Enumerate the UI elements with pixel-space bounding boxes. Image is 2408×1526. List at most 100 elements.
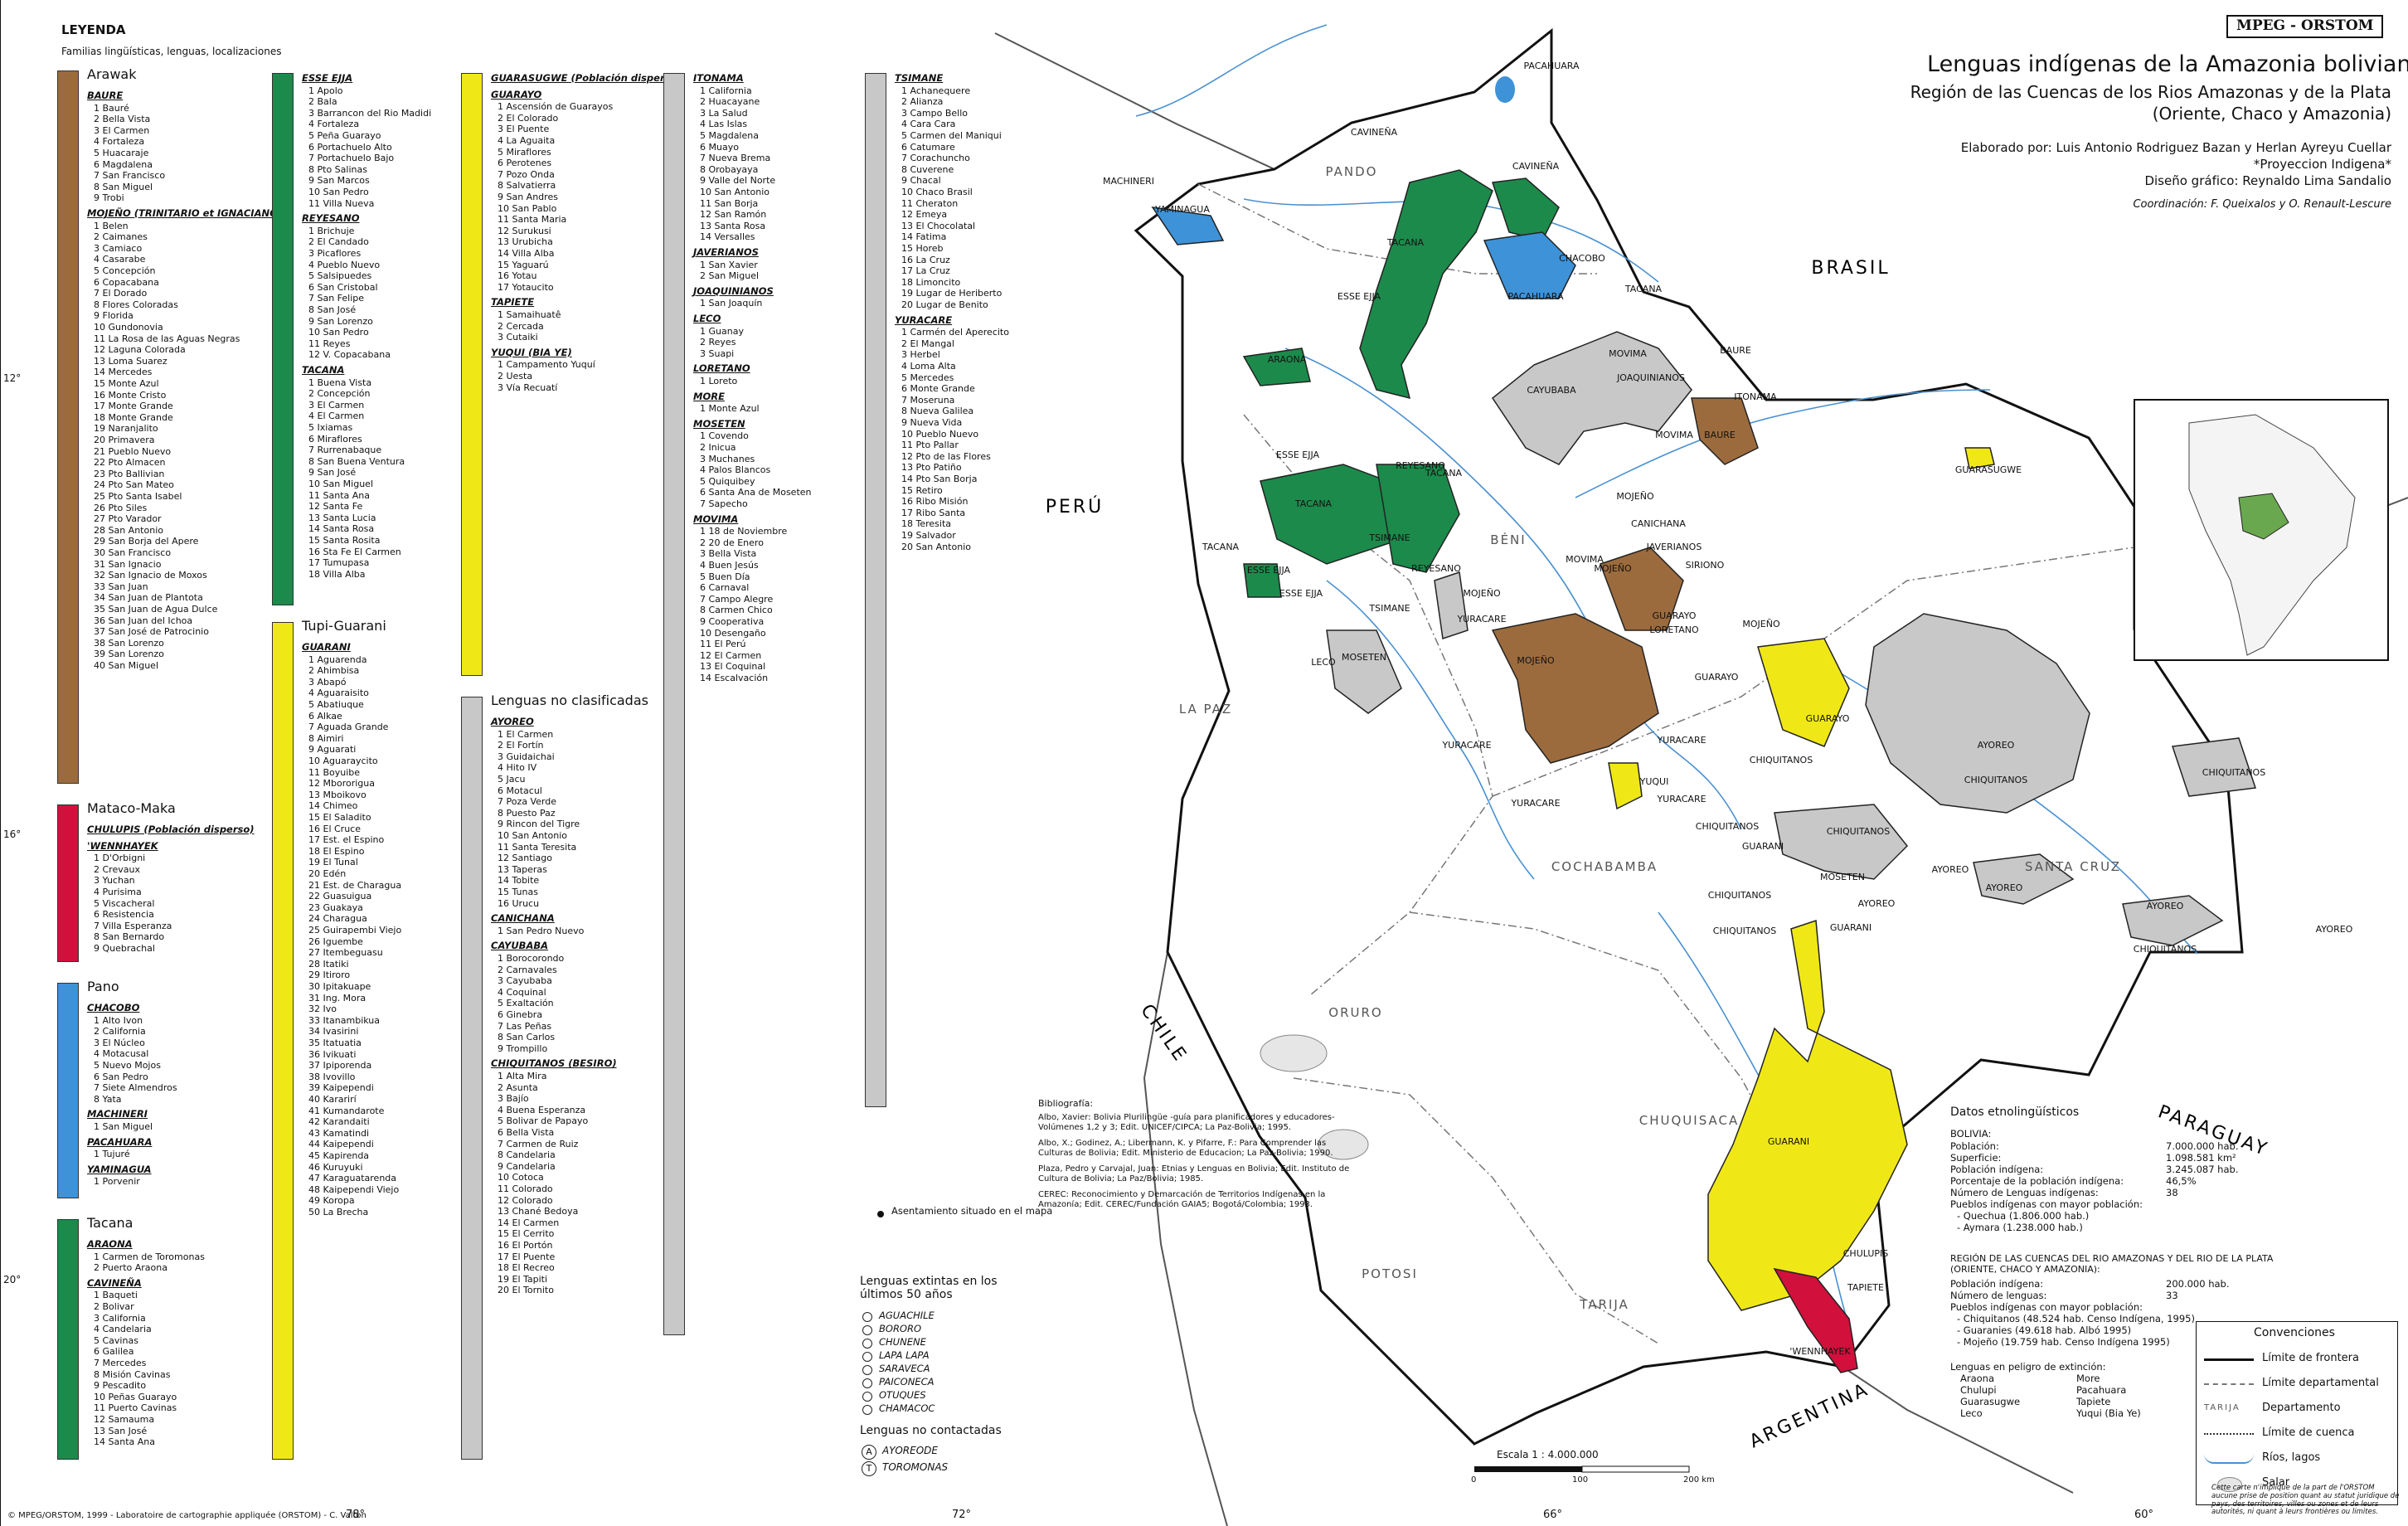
settlement: 13 San José — [94, 1425, 148, 1436]
settlement: 8 San José — [308, 304, 357, 315]
uncontacted-title: Lenguas no contactadas — [860, 1424, 1002, 1437]
endangered-language: Tapiete — [2076, 1396, 2111, 1407]
language-name: CHIQUITANOS (BESIRO) — [491, 1057, 617, 1070]
language-name: AYOREO — [491, 716, 534, 727]
settlement: 4 Casarabe — [94, 254, 146, 265]
settlement: 1 San Pedro Nuevo — [498, 925, 585, 936]
longitude-label: 66° — [1543, 1509, 1563, 1521]
settlement: 2 El Colorado — [498, 112, 559, 124]
settlement: 11 Pto Pallar — [901, 440, 959, 451]
settlement: 2 Uesta — [498, 371, 533, 382]
bibliography-entry: CEREC: Reconocimiento y Demarcación de T… — [1038, 1190, 1326, 1209]
settlement: 1 Borocorondo — [498, 953, 565, 964]
family-name: Pano — [87, 979, 119, 994]
settlement: 1 Achanequere — [901, 85, 971, 96]
language-name: LORETANO — [693, 362, 750, 375]
language-label: CHIQUITANOS — [1696, 821, 1759, 832]
settlement: 7 Sapecho — [700, 498, 748, 509]
settlement: 15 Santa Rosita — [308, 535, 381, 546]
language-label: ESSE EJJA — [1338, 291, 1381, 302]
extinct-language: OTUQUES — [879, 1389, 926, 1401]
settlement: 19 Salvador — [901, 530, 956, 541]
family-color-bar — [57, 983, 79, 1198]
settlement: 49 Koropa — [308, 1195, 355, 1207]
endangered-language: Yuqui (Bia Ye) — [2076, 1407, 2141, 1419]
country-label: BRASIL — [1811, 258, 1890, 279]
convention-label: Límite de cuenca — [2262, 1426, 2355, 1439]
language-name: CHULUPIS (Población disperso) — [87, 824, 255, 835]
endangered-language: Chulupi — [1960, 1384, 1997, 1396]
settlement: 4 Loma Alta — [901, 361, 956, 372]
settlement: 18 Limoncito — [901, 276, 961, 288]
settlement: 16 Urucu — [498, 897, 540, 909]
settlement: 7 Pozo Onda — [498, 168, 555, 180]
settlement: 9 Trobi — [94, 192, 124, 204]
language-label: ESSE EJJA — [1279, 588, 1323, 599]
settlement: 28 San Antonio — [94, 524, 163, 536]
extinct-symbol — [862, 1312, 872, 1322]
settlement: 16 Yotau — [498, 270, 537, 282]
settlement: 4 Purisima — [94, 887, 142, 897]
settlement: 4 Pueblo Nuevo — [308, 259, 381, 270]
settlement: 15 Horeb — [901, 243, 944, 254]
uncontacted-language: TOROMONAS — [882, 1461, 949, 1473]
endangered-language: Leco — [1960, 1407, 1983, 1419]
language-label: ITONAMA — [1734, 391, 1777, 402]
language-label: YAMINAGUA — [1154, 204, 1210, 215]
settlement: 7 Siete Almendros — [94, 1082, 177, 1094]
settlement: 2 Asunta — [498, 1081, 538, 1093]
family-name: Tacana — [87, 1215, 134, 1231]
language-name: MOJEÑO (TRINITARIO et IGNACIANO) — [87, 207, 283, 219]
settlement: 14 El Carmen — [498, 1217, 560, 1228]
stats-item: - Chiquitanos (48.524 hab. Censo Indígen… — [1957, 1313, 2195, 1324]
language-label: BAURE — [1720, 345, 1751, 356]
settlement: 10 San Pedro — [308, 187, 369, 197]
language-label: TSIMANE — [1368, 603, 1410, 614]
settlement: 4 La Aguaita — [498, 135, 556, 146]
settlement: 7 Nueva Brema — [700, 153, 771, 164]
settlement: 3 Picaflores — [308, 248, 362, 259]
settlement: 7 Aguada Grande — [308, 722, 389, 733]
language-label: AYOREO — [1978, 740, 2015, 751]
stats-value: 7.000.000 hab. — [2166, 1140, 2239, 1152]
settlement: 1 Campamento Yuquí — [498, 359, 595, 371]
language-label: LECO — [1311, 657, 1336, 668]
settlement: 6 Perotenes — [498, 158, 552, 169]
settlement: 13 El Coquinal — [700, 661, 766, 673]
settlement: 7 Villa Esperanza — [94, 920, 172, 931]
department-label: COCHABAMBA — [1551, 859, 1658, 874]
language-name: MOSETEN — [693, 417, 745, 430]
settlement: 3 Camiaco — [94, 242, 143, 254]
endangered-language: More — [2076, 1373, 2100, 1384]
settlement: 6 San Cristobal — [308, 281, 378, 293]
lake — [1495, 76, 1515, 103]
settlement: 5 Abatiuque — [308, 699, 364, 710]
language-label: YURACARE — [1441, 740, 1491, 751]
settlement: 2 Carnavales — [498, 964, 557, 975]
settlement: 7 Moseruna — [901, 394, 955, 406]
credit: Coordinación: F. Queixalos y O. Renault-… — [2133, 198, 2391, 211]
language-label: GUARASUGWE — [1955, 464, 2022, 475]
extinct-symbol — [862, 1392, 872, 1402]
settlement: 37 Ipiporenda — [308, 1060, 372, 1072]
settlement: 6 Miraflores — [308, 433, 362, 445]
language-label: GUARAYO — [1653, 610, 1697, 621]
settlement: 4 Aguaraisito — [308, 688, 369, 699]
settlement: 1 Buena Vista — [308, 377, 372, 388]
settlement: 2 Reyes — [700, 337, 736, 348]
language-name: YURACARE — [895, 313, 953, 326]
bibliography-title: Bibliografía: — [1038, 1098, 1094, 1109]
settlement: 12 Laguna Colorada — [94, 344, 186, 356]
language-name: CAYUBABA — [491, 940, 549, 952]
settlement: 3 Suapi — [700, 347, 735, 359]
settlement: 7 Las Peñas — [498, 1020, 552, 1032]
language-label: GUARANI — [1768, 1136, 1809, 1147]
settlement: 2 Bala — [308, 96, 337, 108]
extinct-symbol — [862, 1405, 872, 1415]
settlement: 5 Exaltación — [498, 998, 554, 1009]
footer: © MPEG/ORSTOM, 1999 - Laboratoire de car… — [7, 1511, 367, 1520]
scale-bar — [1581, 1465, 1690, 1473]
extinct-symbol — [862, 1339, 872, 1349]
department-label: POTOSI — [1362, 1266, 1418, 1281]
settlement: 37 San José de Patrocinio — [94, 626, 209, 638]
